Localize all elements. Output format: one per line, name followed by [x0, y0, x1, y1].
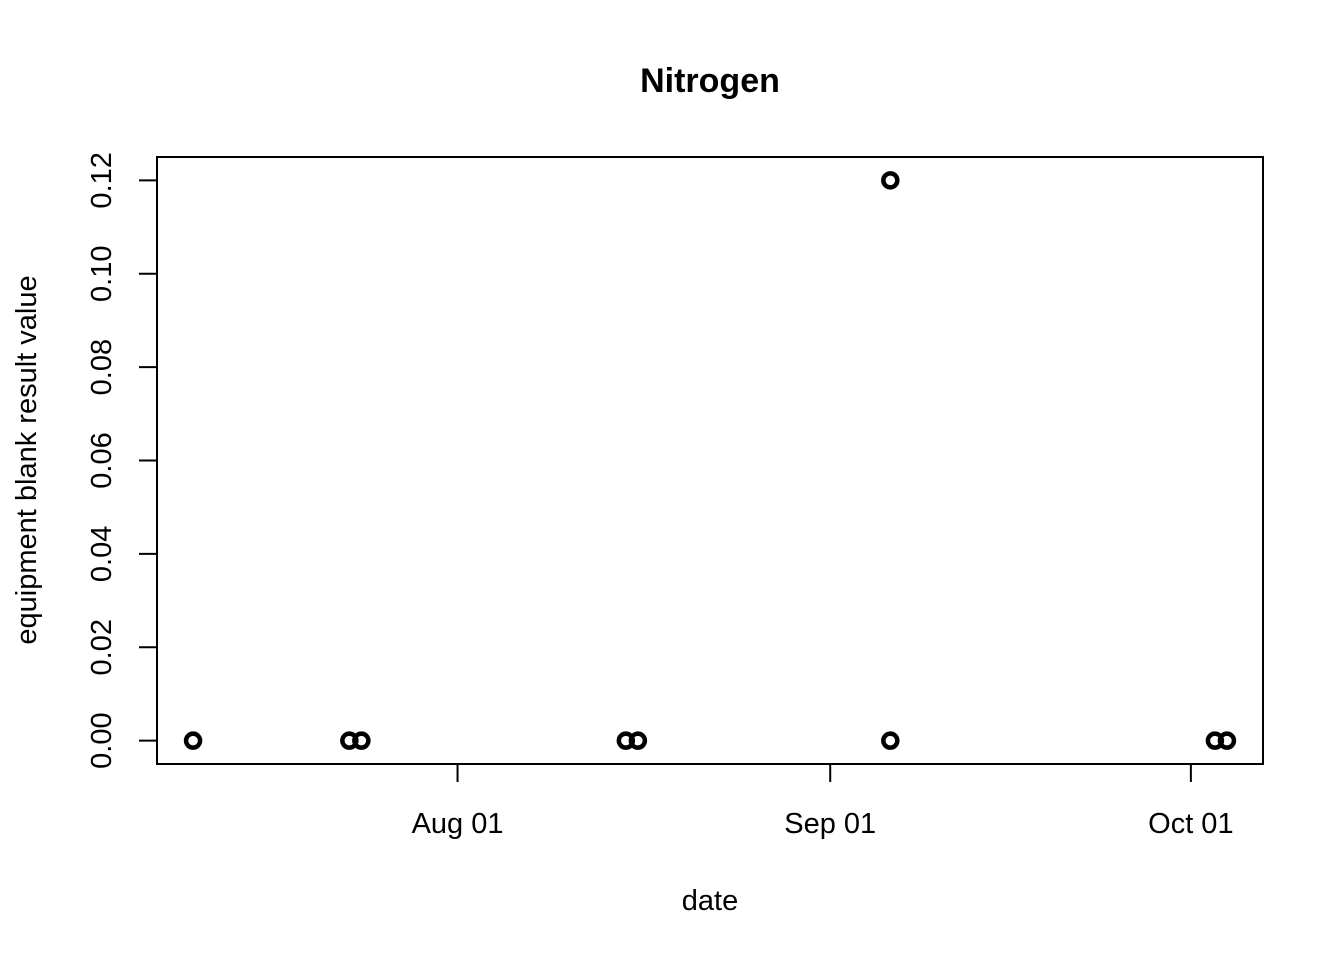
x-tick-label: Oct 01 — [1148, 808, 1233, 840]
data-point — [881, 731, 900, 750]
y-tick-label: 0.02 — [86, 619, 118, 675]
y-tick-label: 0.06 — [86, 432, 118, 488]
y-axis: 0.00 0.02 0.04 0.06 0.08 0.10 0.12 — [86, 152, 157, 769]
x-axis: Aug 01 Sep 01 Oct 01 — [412, 764, 1234, 840]
plot-frame — [156, 156, 1264, 765]
x-axis-label: date — [682, 885, 738, 917]
data-point — [1217, 731, 1237, 750]
data-point — [352, 731, 371, 750]
data-point — [628, 731, 648, 750]
data-point — [881, 171, 900, 190]
y-tick-label: 0.04 — [86, 526, 118, 582]
y-tick-label: 0.12 — [86, 152, 118, 208]
y-tick-label: 0.10 — [86, 246, 118, 302]
x-tick-label: Sep 01 — [784, 808, 876, 840]
data-point — [183, 731, 203, 750]
y-tick-label: 0.00 — [86, 712, 118, 768]
y-axis-label: equipment blank result value — [11, 275, 43, 644]
chart-title: Nitrogen — [640, 62, 780, 100]
y-tick-label: 0.08 — [86, 339, 118, 395]
x-tick-label: Aug 01 — [412, 808, 504, 840]
data-points — [183, 171, 1237, 750]
